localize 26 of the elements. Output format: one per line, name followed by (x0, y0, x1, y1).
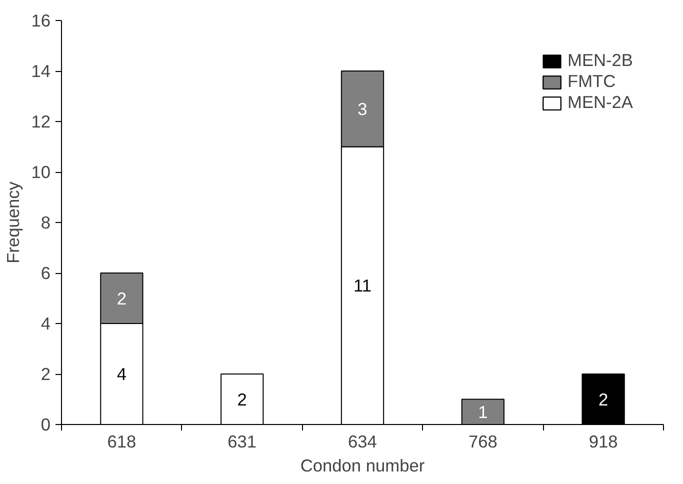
x-tick-label: 768 (468, 432, 498, 452)
data-label: 11 (354, 276, 372, 296)
x-tick-label: 631 (228, 432, 257, 452)
data-label: 2 (116, 288, 127, 308)
legend-label: MEN-2B (568, 50, 633, 71)
x-tick-label: 618 (107, 432, 136, 452)
y-axis-title: Frequency (3, 181, 24, 264)
y-tick-label: 0 (40, 414, 51, 434)
x-tick-label: 634 (348, 432, 378, 452)
data-label: 1 (478, 402, 488, 422)
y-tick-label: 4 (40, 314, 51, 334)
data-label: 4 (116, 364, 127, 384)
data-label: 2 (237, 389, 247, 410)
y-tick-label: 16 (31, 10, 51, 30)
y-tick-label: 14 (31, 61, 51, 81)
x-axis-title: Condon number (300, 456, 425, 476)
y-tick-label: 12 (31, 112, 51, 132)
legend-label: FMTC (568, 71, 616, 92)
y-tick-label: 8 (40, 212, 51, 232)
y-tick-label: 6 (40, 263, 51, 283)
data-label: 2 (598, 389, 608, 410)
data-label: 3 (358, 98, 368, 119)
y-tick-label: 10 (31, 162, 51, 182)
y-tick-label: 2 (40, 364, 51, 384)
legend-label: MEN-2A (568, 92, 633, 113)
x-tick-label: 918 (588, 432, 618, 452)
